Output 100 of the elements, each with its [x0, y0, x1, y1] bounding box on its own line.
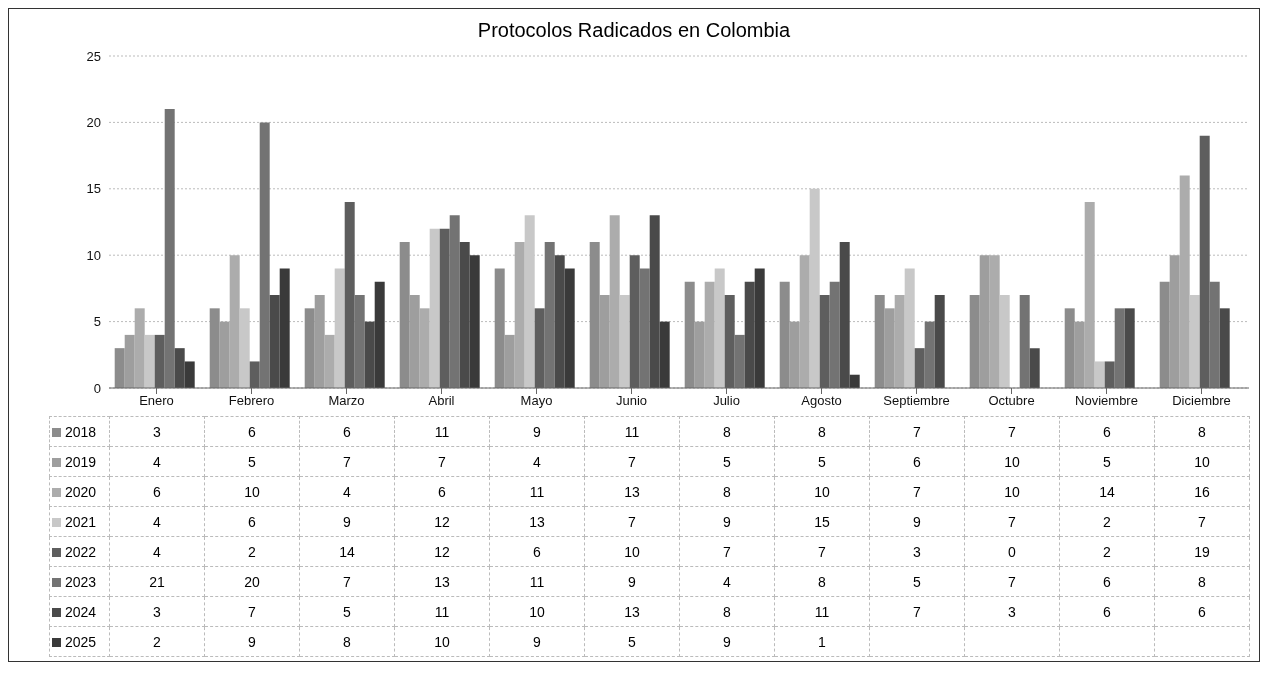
bar [619, 295, 630, 388]
data-label: 6 [109, 476, 205, 507]
bar [904, 268, 915, 388]
bar [544, 241, 555, 388]
x-tick-label: Febrero [228, 393, 275, 409]
data-label: 10 [964, 446, 1060, 477]
data-label: 11 [489, 476, 585, 507]
x-tick-label: Noviembre [1075, 393, 1138, 409]
data-label: 7 [869, 596, 965, 627]
data-label: 8 [1154, 566, 1250, 597]
bar [714, 268, 725, 388]
bar [874, 295, 885, 388]
data-label: 10 [774, 476, 870, 507]
y-tick-label: 25 [86, 48, 101, 64]
x-tick-label: Mayo [520, 393, 553, 409]
data-label: 6 [299, 416, 395, 447]
data-label: 5 [869, 566, 965, 597]
bar [304, 308, 315, 388]
bar [754, 268, 765, 388]
data-label: 7 [964, 416, 1060, 447]
bar [924, 321, 935, 388]
data-label: 7 [584, 506, 680, 537]
bar [704, 281, 715, 388]
data-label: 11 [774, 596, 870, 627]
bar [114, 348, 125, 388]
data-label: 7 [584, 446, 680, 477]
data-label: 5 [299, 596, 395, 627]
x-tick-label: Diciembre [1172, 393, 1231, 409]
bar [144, 334, 155, 388]
data-label: 6 [204, 416, 300, 447]
data-label: 2 [204, 536, 300, 567]
data-label: 9 [679, 506, 775, 537]
data-label: 9 [299, 506, 395, 537]
legend-label: 2019 [49, 446, 110, 477]
data-label: 6 [1059, 416, 1155, 447]
data-label: 14 [1059, 476, 1155, 507]
data-label: 4 [489, 446, 585, 477]
data-label: 10 [584, 536, 680, 567]
bar [1114, 308, 1125, 388]
data-label: 11 [489, 566, 585, 597]
bar [1169, 255, 1180, 388]
data-label: 7 [394, 446, 490, 477]
data-label: 16 [1154, 476, 1250, 507]
bar [1159, 281, 1170, 388]
data-label: 9 [204, 626, 300, 657]
data-label: 21 [109, 566, 205, 597]
bar [684, 281, 695, 388]
data-label: 7 [299, 566, 395, 597]
bar [599, 295, 610, 388]
data-label: 7 [869, 416, 965, 447]
data-label: 4 [109, 536, 205, 567]
bar [409, 295, 420, 388]
data-label: 3 [964, 596, 1060, 627]
bar [554, 255, 565, 388]
data-label: 10 [1154, 446, 1250, 477]
legend-label: 2020 [49, 476, 110, 507]
bar [659, 321, 670, 388]
data-label: 8 [774, 416, 870, 447]
bar [1019, 295, 1030, 388]
bar [884, 308, 895, 388]
data-label: 3 [109, 416, 205, 447]
bar [524, 215, 535, 388]
data-label: 2 [1059, 506, 1155, 537]
bar [469, 255, 480, 388]
data-label: 9 [584, 566, 680, 597]
bar [259, 122, 270, 388]
bar [894, 295, 905, 388]
bar [564, 268, 575, 388]
data-label: 13 [584, 476, 680, 507]
data-label: 7 [204, 596, 300, 627]
data-label: 8 [679, 596, 775, 627]
data-label: 5 [679, 446, 775, 477]
data-label: 2 [1059, 536, 1155, 567]
data-label: 4 [109, 506, 205, 537]
legend-label: 2018 [49, 416, 110, 447]
data-label: 10 [204, 476, 300, 507]
data-label: 6 [869, 446, 965, 477]
y-tick-label: 0 [93, 380, 101, 396]
bar [1209, 281, 1220, 388]
bar [279, 268, 290, 388]
bar [1179, 175, 1190, 388]
bar [314, 295, 325, 388]
data-label: 7 [869, 476, 965, 507]
bar [374, 281, 385, 388]
data-label: 14 [299, 536, 395, 567]
data-label: 12 [394, 536, 490, 567]
data-label: 15 [774, 506, 870, 537]
bar [449, 215, 460, 388]
data-label: 10 [489, 596, 585, 627]
bar [229, 255, 240, 388]
data-label: 5 [1059, 446, 1155, 477]
legend-label: 2025 [49, 626, 110, 657]
data-label: 10 [394, 626, 490, 657]
data-label: 6 [204, 506, 300, 537]
bar [399, 241, 410, 388]
data-label: 11 [394, 416, 490, 447]
bar [789, 321, 800, 388]
x-tick-label: Abril [428, 393, 455, 409]
data-label: 2 [109, 626, 205, 657]
data-label: 13 [394, 566, 490, 597]
